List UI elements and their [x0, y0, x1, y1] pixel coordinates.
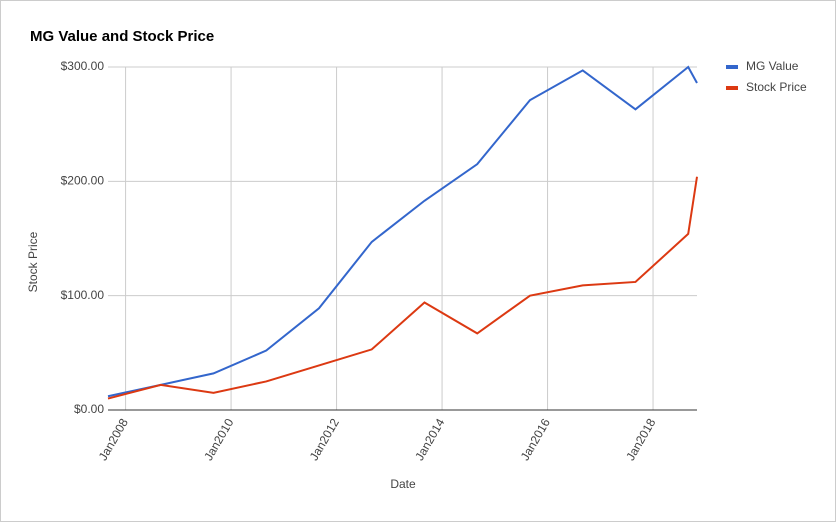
y-tick-label: $0.00	[74, 402, 104, 416]
legend-label: MG Value	[746, 59, 799, 73]
data-line	[107, 65, 698, 398]
y-tick-label: $200.00	[61, 174, 105, 188]
y-axis-title: Stock Price	[26, 231, 40, 292]
y-tick-label: $100.00	[61, 288, 105, 302]
y-tick-label: $300.00	[61, 59, 105, 73]
data-line	[107, 176, 698, 400]
legend-label: Stock Price	[746, 80, 807, 94]
chart-title: MG Value and Stock Price	[30, 28, 214, 45]
x-axis-title: Date	[390, 477, 416, 491]
